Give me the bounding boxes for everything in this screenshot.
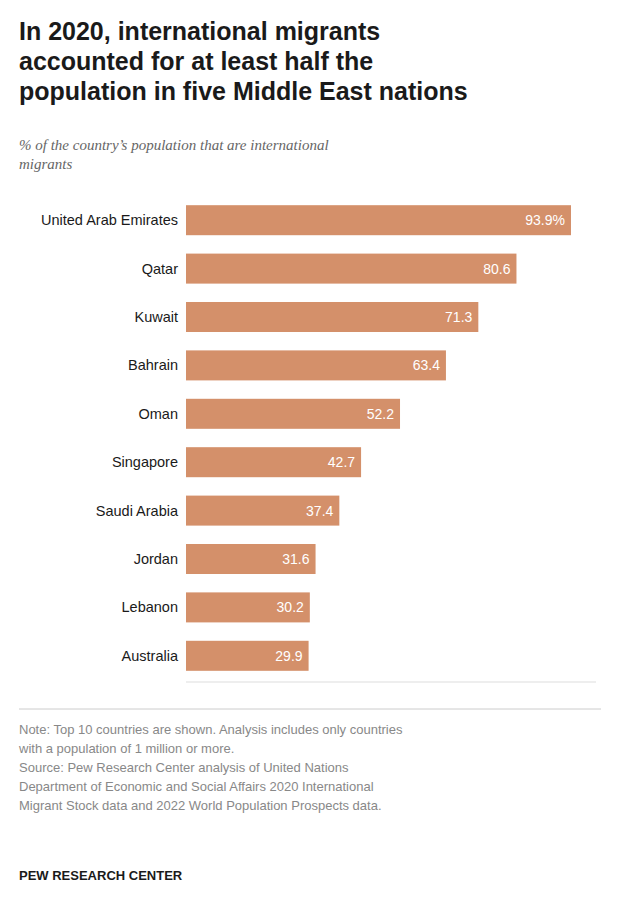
- data-label: 93.9%: [525, 212, 565, 228]
- category-label: Qatar: [142, 261, 178, 277]
- note-line: Note: Top 10 countries are shown. Analys…: [19, 722, 403, 737]
- data-label: 80.6: [483, 261, 510, 277]
- data-label: 71.3: [445, 309, 472, 325]
- data-label: 63.4: [413, 357, 440, 373]
- labels: 93.9% 80.6 71.3 63.4 52.2 42.7 37.4 31.6 30.2 29.…: [41, 212, 565, 664]
- bars: [186, 205, 571, 671]
- x-axis-line: [186, 682, 596, 683]
- chart-container: In 2020, international migrantsaccounted…: [0, 0, 620, 903]
- data-label: 42.7: [328, 454, 355, 470]
- title-line: accounted for at least half the: [19, 47, 373, 75]
- category-label: Singapore: [112, 454, 178, 470]
- data-label: 29.9: [275, 648, 302, 664]
- bar: [186, 641, 309, 671]
- data-label: 52.2: [367, 406, 394, 422]
- subtitle-line: migrants: [19, 156, 73, 172]
- category-label: Australia: [122, 648, 179, 664]
- bar: [186, 399, 400, 429]
- bar: [186, 496, 339, 526]
- subtitle: % of the country’s population that are i…: [19, 137, 329, 172]
- note-line: Migrant Stock data and 2022 World Popula…: [19, 798, 382, 813]
- title-line: population in five Middle East nations: [19, 77, 468, 105]
- note-line: Department of Economic and Social Affair…: [19, 779, 374, 794]
- category-label: Bahrain: [128, 357, 178, 373]
- footer: PEW RESEARCH CENTER: [19, 868, 183, 883]
- bar: [186, 254, 516, 284]
- category-label: Lebanon: [122, 599, 178, 615]
- title-line: In 2020, international migrants: [19, 17, 380, 45]
- title: In 2020, international migrantsaccounted…: [19, 17, 468, 105]
- category-label: Jordan: [134, 551, 178, 567]
- category-label: Kuwait: [134, 309, 178, 325]
- note-line: with a population of 1 million or more.: [18, 741, 234, 756]
- data-label: 30.2: [277, 599, 304, 615]
- category-label: United Arab Emirates: [41, 212, 178, 228]
- bar: [186, 592, 310, 622]
- bar: [186, 447, 361, 477]
- subtitle-line: % of the country’s population that are i…: [19, 137, 329, 153]
- bar: [186, 544, 316, 574]
- separator: [19, 709, 601, 710]
- category-label: Saudi Arabia: [96, 503, 179, 519]
- note-line: Source: Pew Research Center analysis of …: [19, 760, 349, 775]
- bar: [186, 302, 478, 332]
- category-label: Oman: [139, 406, 179, 422]
- data-label: 37.4: [306, 503, 333, 519]
- data-label: 31.6: [282, 551, 309, 567]
- bar: [186, 205, 571, 235]
- chart-svg: In 2020, international migrantsaccounted…: [0, 0, 620, 903]
- bar: [186, 350, 446, 380]
- background: [0, 0, 620, 903]
